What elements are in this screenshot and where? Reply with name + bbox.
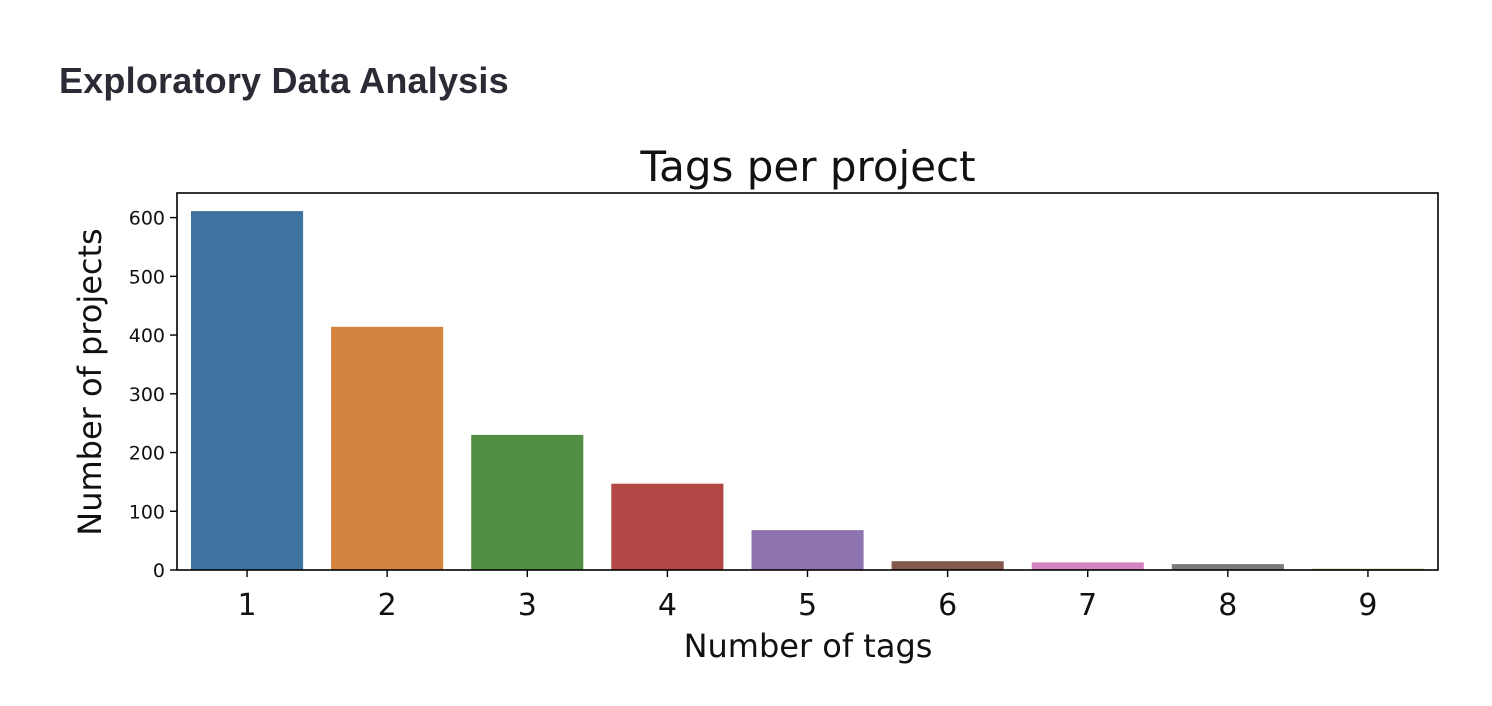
bar-7 (1031, 562, 1144, 570)
x-axis-ticks: 1 2 3 4 5 6 7 8 9 (238, 570, 1377, 623)
x-tick-label: 2 (378, 588, 397, 623)
y-tick-label: 400 (129, 325, 165, 347)
x-tick-label: 1 (238, 588, 257, 623)
bar-8 (1171, 564, 1284, 570)
y-tick-label: 500 (129, 266, 165, 288)
x-tick-label: 7 (1078, 588, 1097, 623)
y-tick-label: 300 (129, 384, 165, 406)
section-heading: Exploratory Data Analysis (59, 60, 509, 101)
y-axis-ticks: 0 100 200 300 400 500 600 (129, 208, 177, 582)
x-tick-label: 3 (518, 588, 537, 623)
x-tick-label: 5 (798, 588, 817, 623)
chart-title: Tags per project (639, 142, 975, 191)
x-tick-label: 6 (938, 588, 957, 623)
bar-3 (471, 434, 584, 570)
bar-6 (891, 561, 1004, 570)
bar-1 (191, 211, 304, 570)
x-tick-label: 4 (658, 588, 677, 623)
y-tick-label: 200 (129, 443, 165, 465)
y-tick-label: 0 (153, 560, 165, 582)
bar-4 (611, 483, 724, 570)
bar-5 (751, 530, 864, 570)
x-axis-title: Number of tags (684, 627, 933, 665)
bars-group (191, 211, 1424, 570)
y-tick-label: 100 (129, 501, 165, 523)
x-tick-label: 8 (1218, 588, 1237, 623)
bar-2 (331, 326, 444, 570)
y-axis-title: Number of projects (71, 228, 109, 535)
y-tick-label: 600 (129, 208, 165, 230)
x-tick-label: 9 (1358, 588, 1377, 623)
